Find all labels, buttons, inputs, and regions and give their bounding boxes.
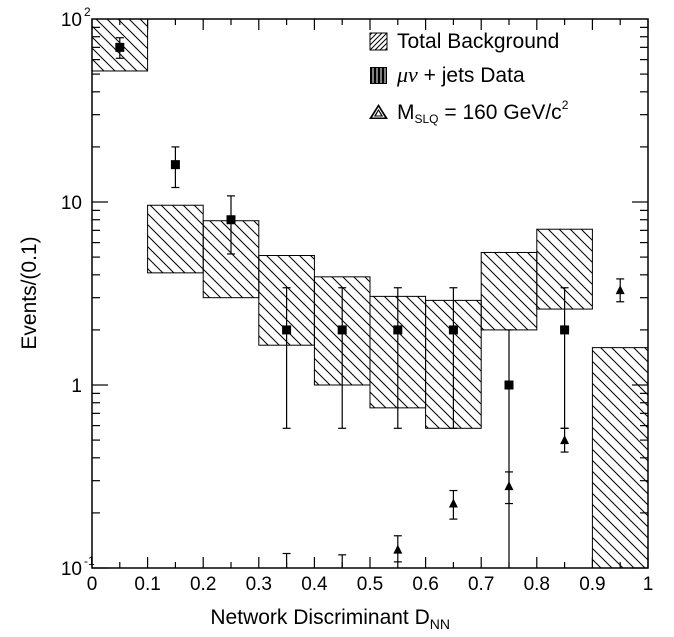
y-tick-label-exponent-3: -1 <box>84 554 95 568</box>
x-tick-label-0: 0 <box>87 574 98 595</box>
background-band-9 <box>591 347 649 569</box>
signal-point-3 <box>560 435 570 445</box>
background-band-7 <box>480 251 538 331</box>
y-tick-label-0: 10 <box>61 10 82 31</box>
x-tick-label-2: 0.2 <box>190 574 216 595</box>
x-tick-label-1: 0.1 <box>134 574 160 595</box>
data-point-2 <box>226 215 236 225</box>
legend-swatch-background <box>369 32 388 51</box>
x-tick-label-10: 1 <box>643 574 654 595</box>
signal-points <box>393 278 625 563</box>
signal-point-2 <box>504 481 514 491</box>
legend: Total Background μν + jets Data MSLQ = 1… <box>369 30 569 126</box>
x-tick-label-9: 0.9 <box>579 574 605 595</box>
y-tick-label-3: 10 <box>61 559 82 580</box>
legend-label-data: μν + jets Data <box>396 62 525 87</box>
data-point-6 <box>448 325 458 335</box>
legend-swatch-data <box>370 67 387 84</box>
x-tick-label-8: 0.8 <box>524 574 550 595</box>
background-band-1 <box>147 204 204 274</box>
legend-item-background: Total Background <box>369 30 559 53</box>
data-point-1 <box>170 160 180 170</box>
y-tick-label-exponent-0: 2 <box>84 5 91 19</box>
data-point-8 <box>560 325 570 335</box>
legend-label-background: Total Background <box>397 30 559 53</box>
axis-ticks <box>91 19 649 569</box>
x-tick-label-4: 0.4 <box>301 574 328 595</box>
data-point-4 <box>337 325 347 335</box>
y-axis-title: Events/(0.1) <box>18 236 41 349</box>
x-axis-title-subscript: NN <box>430 616 450 632</box>
x-tick-label-5: 0.5 <box>357 574 383 595</box>
data-point-0 <box>115 42 125 52</box>
x-tick-label-7: 0.7 <box>468 574 494 595</box>
y-tick-label-2: 1 <box>71 376 82 397</box>
signal-point-4 <box>615 285 625 295</box>
x-tick-label-3: 0.3 <box>246 574 272 595</box>
x-tick-labels: 0 0.1 0.2 0.3 0.4 0.5 0.6 0.7 0.8 0.9 1 <box>87 574 654 595</box>
data-point-5 <box>393 325 403 335</box>
data-point-7 <box>504 380 514 390</box>
signal-point-0 <box>393 544 403 554</box>
legend-label-signal: MSLQ = 160 GeV/c2 <box>397 98 569 126</box>
data-point-3 <box>282 325 292 335</box>
legend-item-data: μν + jets Data <box>370 62 525 87</box>
x-tick-label-6: 0.6 <box>412 574 438 595</box>
legend-item-signal: MSLQ = 160 GeV/c2 <box>369 98 569 126</box>
signal-point-1 <box>448 498 458 508</box>
y-tick-label-1: 10 <box>61 193 82 214</box>
x-axis-title: Network Discriminant DNN <box>210 606 450 632</box>
data-points <box>115 37 570 568</box>
